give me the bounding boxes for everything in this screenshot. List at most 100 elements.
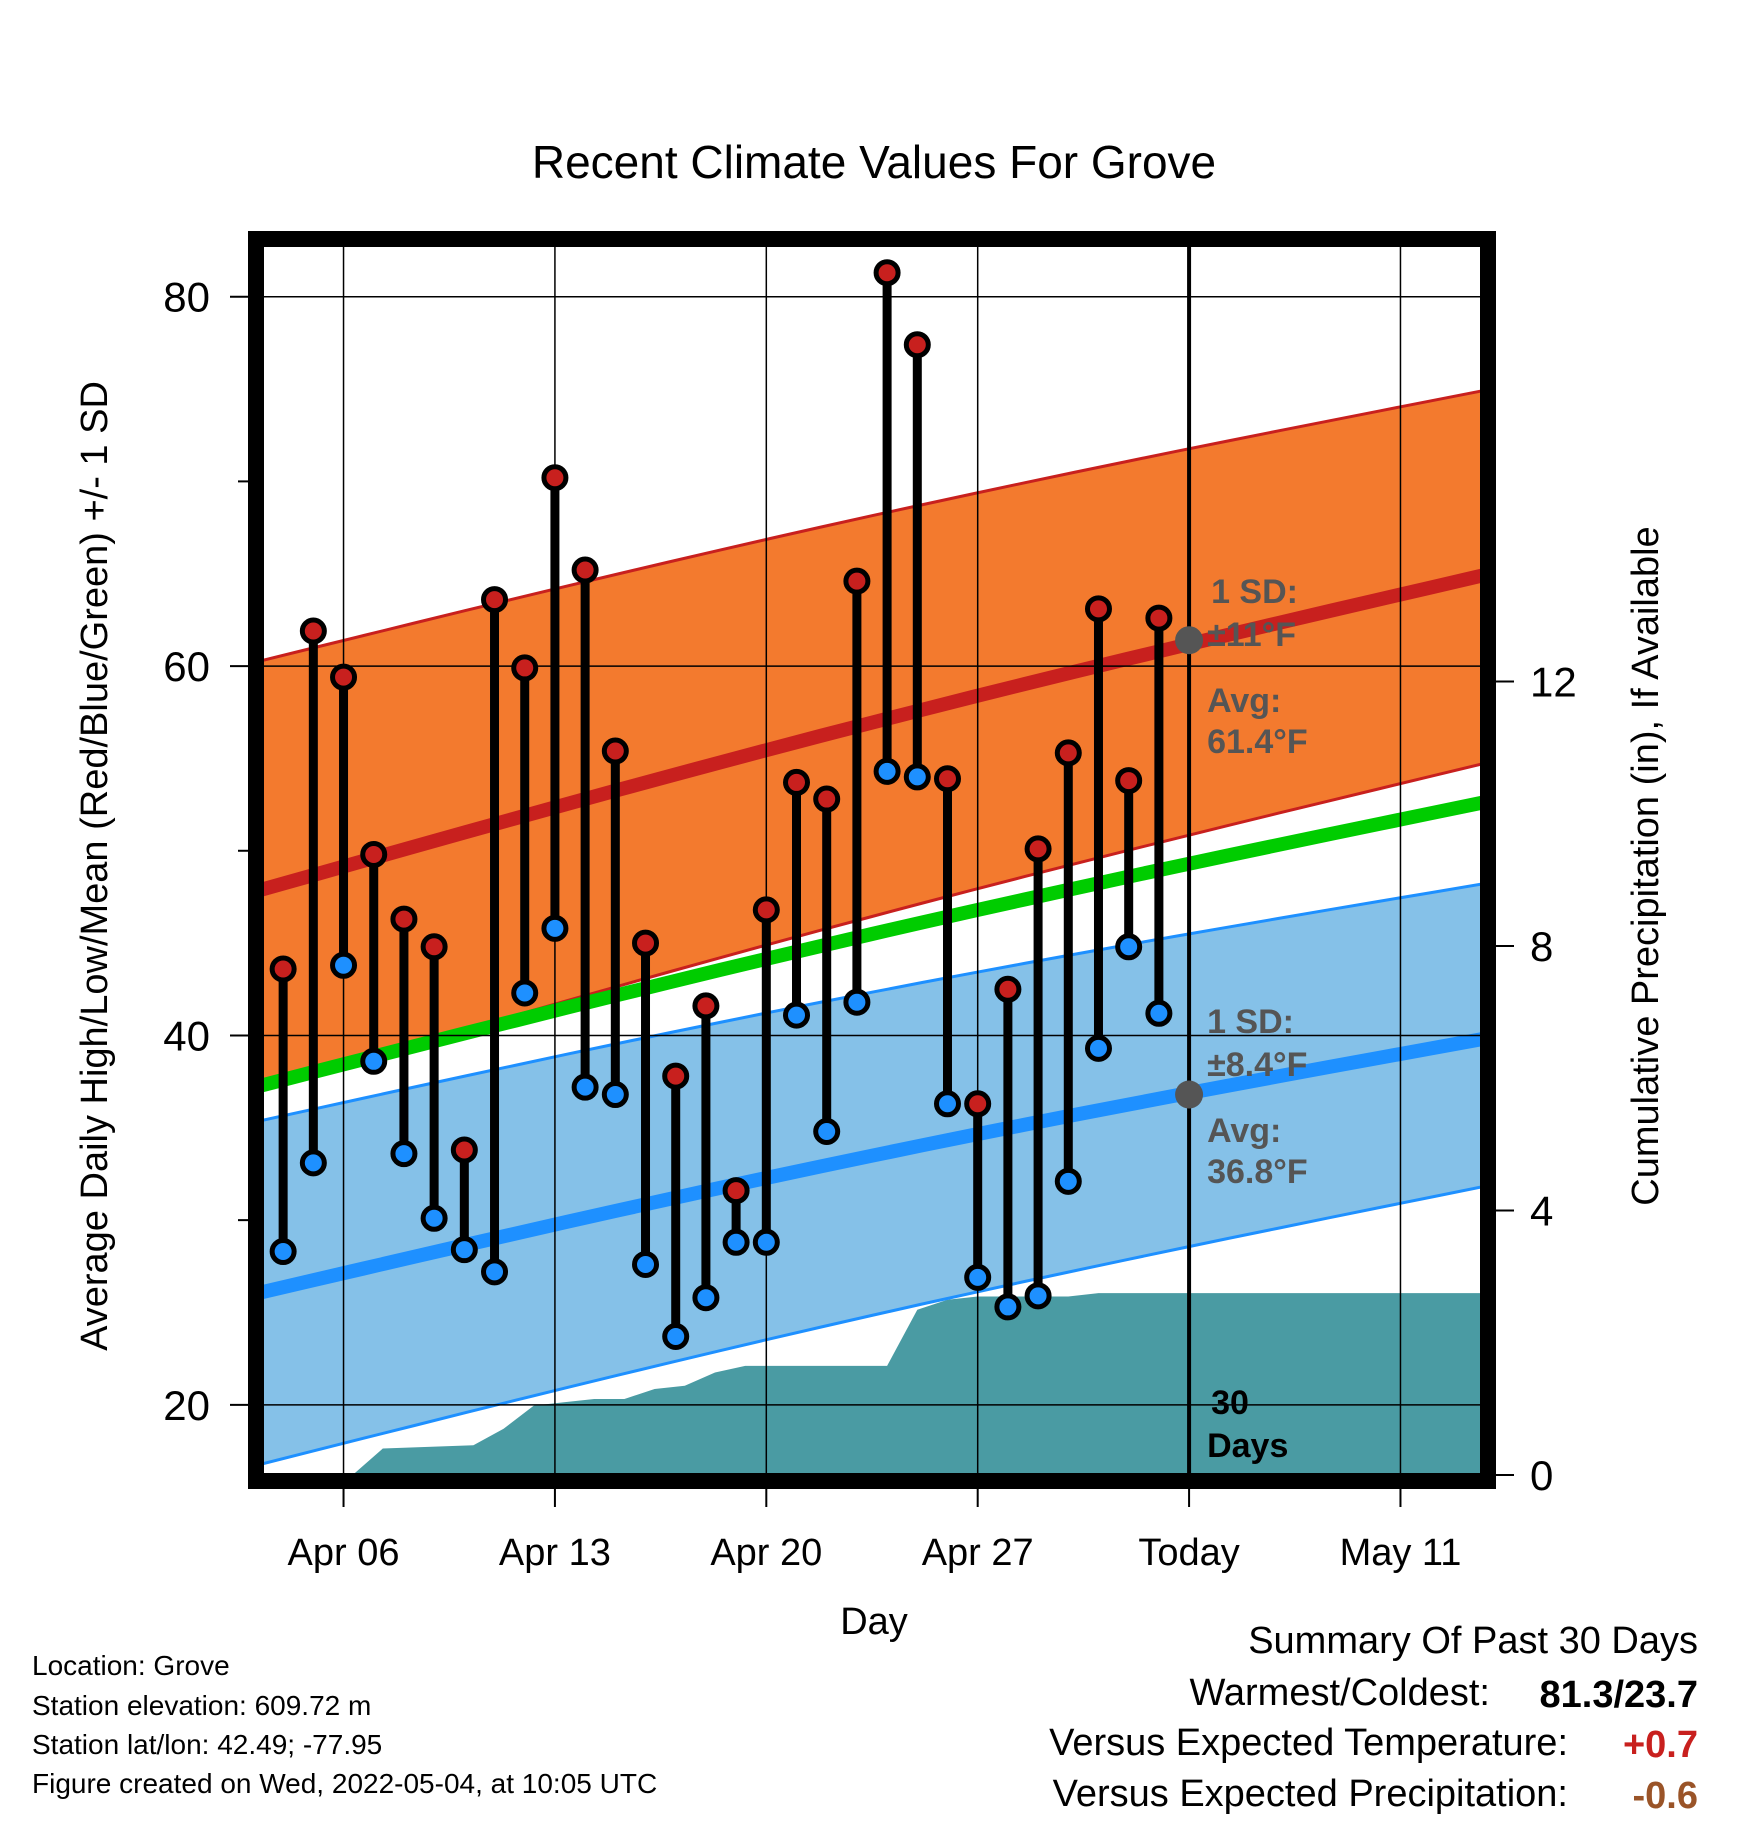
low-point	[299, 1149, 327, 1177]
footer-latlon: Station lat/lon: 42.49; -77.95	[32, 1729, 383, 1760]
high-sd-label: 1 SD:	[1211, 573, 1298, 611]
high-point	[360, 840, 388, 868]
high-point	[481, 586, 509, 614]
precip-area	[262, 1293, 1482, 1475]
summary-precip-value: -0.6	[1632, 1775, 1698, 1817]
low-point	[783, 1001, 811, 1029]
high-point	[813, 785, 841, 813]
high-point	[420, 933, 448, 961]
low-point	[964, 1263, 992, 1291]
high-point	[1084, 595, 1112, 623]
high-point	[299, 617, 327, 645]
summary-temp-value: +0.7	[1622, 1724, 1698, 1766]
x-tick-label: Apr 13	[499, 1532, 611, 1574]
high-avg-label: Avg:	[1207, 682, 1281, 720]
y-left-tick-label: 80	[163, 274, 210, 321]
low-point	[571, 1073, 599, 1101]
high-point	[541, 464, 569, 492]
summary-temp-label: Versus Expected Temperature:	[1049, 1722, 1568, 1764]
footer-location: Location: Grove	[32, 1650, 230, 1681]
high-point	[601, 737, 629, 765]
days-count-label: 30	[1211, 1384, 1249, 1422]
low-point	[1084, 1034, 1112, 1062]
low-sd-value: ±8.4°F	[1207, 1046, 1307, 1084]
summary-warmest-coldest-value: 81.3/23.7	[1539, 1674, 1698, 1716]
low-point	[541, 914, 569, 942]
high-point	[450, 1136, 478, 1164]
footer-elevation: Station elevation: 609.72 m	[32, 1690, 372, 1721]
high-avg-marker	[1175, 626, 1204, 655]
high-point	[843, 567, 871, 595]
high-point	[933, 765, 961, 793]
plot-frame	[248, 231, 1496, 1489]
x-tick-label: May 11	[1340, 1532, 1462, 1574]
high-point	[1054, 739, 1082, 767]
footer-created: Figure created on Wed, 2022-05-04, at 10…	[32, 1768, 658, 1799]
low-point	[1054, 1167, 1082, 1195]
high-point	[390, 905, 418, 933]
low-point	[1115, 933, 1143, 961]
chart-title: Recent Climate Values For Grove	[532, 136, 1216, 188]
high-point	[994, 975, 1022, 1003]
low-point	[722, 1228, 750, 1256]
y-right-tick-label: 4	[1530, 1187, 1553, 1234]
high-avg-value: 61.4°F	[1207, 723, 1308, 761]
low-point	[933, 1090, 961, 1118]
low-point	[632, 1250, 660, 1278]
low-point	[511, 979, 539, 1007]
y-right-tick-label: 8	[1530, 923, 1553, 970]
high-point	[571, 556, 599, 584]
low-point	[662, 1322, 690, 1350]
low-point	[903, 763, 931, 791]
high-sd-band	[262, 389, 1482, 1091]
summary-warmest-coldest-label: Warmest/Coldest:	[1189, 1672, 1490, 1714]
high-point	[1024, 835, 1052, 863]
high-point	[964, 1090, 992, 1118]
high-point	[692, 992, 720, 1020]
high-point	[1115, 767, 1143, 795]
high-point	[752, 896, 780, 924]
x-tick-label: Apr 27	[922, 1532, 1034, 1574]
high-point	[873, 259, 901, 287]
low-point	[450, 1236, 478, 1264]
high-point	[511, 654, 539, 682]
mean-normal-line	[262, 795, 1482, 1093]
y-left-tick-label: 20	[163, 1382, 210, 1429]
low-point	[873, 757, 901, 785]
low-point	[360, 1047, 388, 1075]
summary-precip-label: Versus Expected Precipitation:	[1052, 1773, 1568, 1815]
high-point	[269, 955, 297, 983]
high-sd-value: ±11°F	[1207, 616, 1296, 654]
y-left-tick-label: 60	[163, 643, 210, 690]
low-point	[752, 1228, 780, 1256]
high-point	[783, 768, 811, 796]
low-point	[994, 1293, 1022, 1321]
low-point	[813, 1117, 841, 1145]
low-point	[1145, 999, 1173, 1027]
low-point	[843, 988, 871, 1016]
low-point	[420, 1204, 448, 1232]
high-point	[903, 331, 931, 359]
plot-inner	[262, 245, 1482, 1475]
high-point	[1145, 604, 1173, 632]
high-point	[632, 929, 660, 957]
y-left-tick-label: 40	[163, 1012, 210, 1059]
high-point	[722, 1177, 750, 1205]
low-point	[390, 1140, 418, 1168]
low-point	[269, 1238, 297, 1266]
high-normal-line	[262, 568, 1482, 897]
x-axis-label: Day	[840, 1601, 908, 1643]
low-avg-marker	[1175, 1080, 1204, 1109]
y-axis-label-left: Average Daily High/Low/Mean (Red/Blue/Gr…	[74, 381, 116, 1351]
x-tick-label: Today	[1138, 1532, 1239, 1574]
y-right-tick-label: 12	[1530, 658, 1577, 705]
days-word-label: Days	[1207, 1427, 1288, 1465]
low-point	[330, 951, 358, 979]
low-point	[692, 1284, 720, 1312]
high-point	[662, 1062, 690, 1090]
x-tick-label: Apr 20	[710, 1532, 822, 1574]
low-point	[1024, 1282, 1052, 1310]
y-right-tick-label: 0	[1530, 1452, 1553, 1499]
low-point	[601, 1081, 629, 1109]
